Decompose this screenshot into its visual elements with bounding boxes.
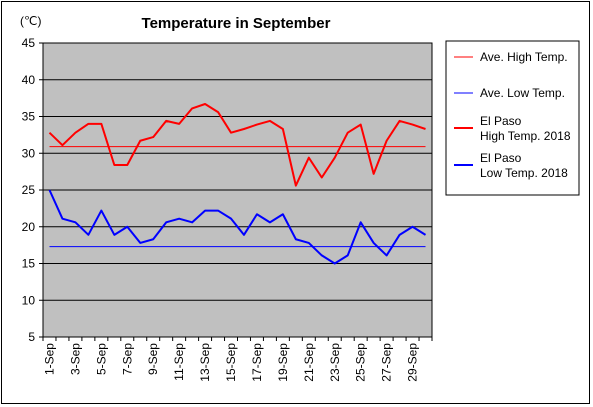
x-tick-label: 21-Sep	[302, 343, 316, 382]
y-tick-label: 35	[22, 110, 36, 124]
legend-label-3-line-0: El Paso	[480, 151, 522, 165]
y-tick-label: 25	[22, 183, 36, 197]
y-tick-label: 40	[22, 73, 36, 87]
x-tick-label: 15-Sep	[224, 343, 238, 382]
y-unit-label: (℃)	[20, 14, 41, 28]
y-tick-label: 30	[22, 146, 36, 160]
x-tick-label: 29-Sep	[406, 343, 420, 382]
x-tick-label: 23-Sep	[328, 343, 342, 382]
series-lines	[48, 103, 427, 265]
y-tick-label: 45	[22, 36, 36, 50]
x-tick-label: 13-Sep	[198, 343, 212, 382]
y-tick-label: 5	[28, 330, 35, 344]
y-tick-label: 10	[22, 293, 36, 307]
y-axis-ticks: 5 10 15 20 25 30 35 40 45	[22, 36, 43, 344]
legend-label-3-line-1: Low Temp. 2018	[480, 166, 568, 180]
x-tick-label: 1-Sep	[42, 343, 56, 375]
chart-title: Temperature in September	[142, 15, 331, 32]
x-tick-label: 25-Sep	[354, 343, 368, 382]
x-tick-label: 9-Sep	[146, 343, 160, 375]
legend-box	[445, 40, 580, 196]
legend-label-2-line-1: High Temp. 2018	[480, 129, 571, 143]
x-tick-label: 11-Sep	[172, 343, 186, 381]
legend: Ave. High Temp.Ave. Low Temp.El PasoHigh…	[454, 50, 571, 180]
x-axis-ticks: 1-Sep 3-Sep 5-Sep 7-Sep 9-Sep 11-Sep 13-Sep 15-…	[42, 337, 433, 382]
y-tick-label: 20	[22, 220, 36, 234]
x-tick-label: 5-Sep	[94, 343, 108, 375]
x-tick-label: 3-Sep	[68, 343, 82, 375]
x-tick-label: 7-Sep	[120, 343, 134, 375]
series-line-3	[48, 189, 427, 265]
legend-label-0: Ave. High Temp.	[480, 50, 568, 64]
x-tick-label: 17-Sep	[250, 343, 264, 382]
x-tick-label: 27-Sep	[380, 343, 394, 382]
legend-label-1: Ave. Low Temp.	[480, 86, 565, 100]
y-tick-label: 15	[22, 257, 36, 271]
legend-label-2-line-0: El Paso	[480, 114, 522, 128]
series-line-2	[48, 103, 426, 187]
x-tick-label: 19-Sep	[276, 343, 290, 382]
